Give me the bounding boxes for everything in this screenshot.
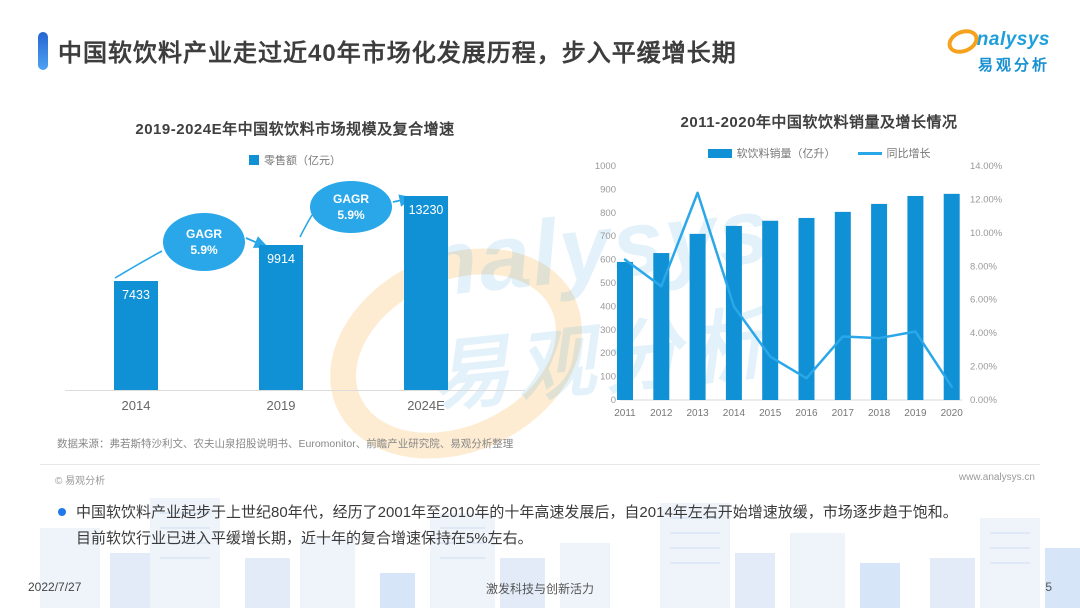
left-axis-tick: 700 xyxy=(600,231,616,242)
analysys-logo: nalysys 易观分析 xyxy=(943,24,1050,75)
retail-legend-swatch xyxy=(249,155,259,165)
right-x-axis-label: 2016 xyxy=(795,408,818,419)
insight-line-2: 目前软饮行业已进入平缓增长期，近十年的复合增速保持在5%左右。 xyxy=(76,530,533,548)
cagr-bubble-2-title: GAGR xyxy=(333,191,369,206)
left-axis-tick: 200 xyxy=(600,348,616,359)
retail-bar-value: 9914 xyxy=(267,252,295,266)
left-axis-tick: 800 xyxy=(600,208,616,219)
right-x-axis-label: 2011 xyxy=(614,408,636,419)
sales-bar-2011 xyxy=(617,261,633,400)
right-x-axis-label: 2020 xyxy=(941,408,964,419)
left-x-axis-label: 2014 xyxy=(121,398,151,413)
right-x-axis-label: 2019 xyxy=(904,408,927,419)
right-axis-tick: 4.00% xyxy=(970,328,997,339)
right-axis-tick: 8.00% xyxy=(970,261,997,272)
left-axis-tick: 500 xyxy=(600,278,616,289)
cagr-bubble-1: GAGR 5.9% xyxy=(163,213,245,271)
right-x-axis-label: 2014 xyxy=(723,408,746,419)
growth-line xyxy=(623,191,953,388)
retail-bar-2024E xyxy=(404,196,448,390)
sales-bar-2013 xyxy=(689,233,706,400)
right-chart-title: 2011-2020年中国软饮料销量及增长情况 xyxy=(680,114,958,131)
right-x-axis-label: 2013 xyxy=(686,408,709,419)
left-axis-tick: 400 xyxy=(600,301,616,312)
cagr-bubble-1-value: 5.9% xyxy=(190,243,218,257)
left-axis-tick: 300 xyxy=(600,325,616,336)
insight-line-1: 中国软饮料产业起步于上世纪80年代，经历了2001年至2010年的十年高速发展后… xyxy=(76,504,958,521)
growth-legend-label: 同比增长 xyxy=(886,148,931,160)
copyright: © 易观分析 xyxy=(55,476,106,487)
left-chart-legend: 零售额（亿元） xyxy=(60,152,530,168)
retail-bar-value: 13230 xyxy=(408,203,444,217)
left-axis-tick: 600 xyxy=(600,255,616,266)
left-axis-tick: 900 xyxy=(600,184,616,195)
sales-legend-label: 软饮料销量（亿升） xyxy=(736,148,836,160)
left-chart-plot: GAGR 5.9% GAGR 5.9% 7433 2014 9914 2019 1323… xyxy=(60,175,530,425)
right-x-axis-label: 2012 xyxy=(650,408,673,419)
growth-legend-swatch xyxy=(857,151,882,155)
page-title: 中国软饮料产业走过近40年市场化发展历程，步入平缓增长期 xyxy=(58,40,737,67)
retail-bar-value: 7433 xyxy=(122,288,150,302)
retail-legend-label: 零售额（亿元） xyxy=(264,155,341,167)
sales-legend-swatch xyxy=(707,148,732,158)
logo-brand-cn: 易观分析 xyxy=(977,57,1050,74)
sales-bar-2015 xyxy=(762,220,779,400)
insight-bullet-block: 中国软饮料产业起步于上世纪80年代，经历了2001年至2010年的十年高速发展后… xyxy=(58,500,1053,553)
cagr-bubble-2-value: 5.9% xyxy=(337,208,365,222)
logo-brand-en: nalysys xyxy=(976,28,1050,50)
right-axis-tick: 12.00% xyxy=(970,194,1003,205)
left-axis-tick: 100 xyxy=(600,372,616,383)
right-chart-plot: 0 100 200 300 400 500 600 700 800 900 1000 0.00% 2.0… xyxy=(595,161,1003,419)
source-note: 数据来源：弗若斯特沙利文、农夫山泉招股说明书、Euromonitor、前瞻产业研… xyxy=(57,438,514,450)
market-size-chart: 2019-2024E年中国软饮料市场规模及复合增速 零售额（亿元） GAGR 5… xyxy=(60,112,530,432)
right-axis-tick: 10.00% xyxy=(970,228,1003,239)
right-axis-tick: 0.00% xyxy=(970,395,997,406)
sales-bar-2017 xyxy=(834,211,851,400)
right-axis-tick: 6.00% xyxy=(970,295,997,306)
sales-bar-2018 xyxy=(871,203,888,400)
sales-bar-2014 xyxy=(725,225,742,400)
retail-bar-2014 xyxy=(114,281,158,390)
left-chart-title: 2019-2024E年中国软饮料市场规模及复合增速 xyxy=(135,121,455,138)
cagr-bubble-2: GAGR 5.9% xyxy=(310,181,392,233)
right-axis-tick: 14.00% xyxy=(970,161,1003,172)
cagr-bubble-1-title: GAGR xyxy=(186,226,222,241)
bullet-icon xyxy=(58,508,66,516)
right-x-axis-label: 2015 xyxy=(759,408,782,419)
left-x-axis-label: 2024E xyxy=(407,398,445,413)
sales-bar-2020 xyxy=(943,193,960,400)
right-axis-tick: 2.00% xyxy=(970,362,997,373)
left-x-axis-label: 2019 xyxy=(266,398,296,413)
sales-bar-2012 xyxy=(653,253,670,400)
right-x-axis-label: 2017 xyxy=(832,408,855,419)
footer-slogan: 激发科技与创新活力 xyxy=(485,582,594,596)
right-chart-legend: 软饮料销量（亿升） 同比增长 xyxy=(578,145,1060,161)
left-chart-baseline xyxy=(65,390,525,391)
title-accent-bar xyxy=(38,32,48,70)
left-axis-tick: 0 xyxy=(611,395,616,406)
left-axis-tick: 1000 xyxy=(595,161,616,172)
sales-bar-2019 xyxy=(907,195,924,400)
divider xyxy=(40,464,1040,465)
sales-growth-chart: 2011-2020年中国软饮料销量及增长情况 软饮料销量（亿升） 同比增长 0 1… xyxy=(578,105,1060,430)
sales-bar-2016 xyxy=(798,217,815,400)
retail-bar-2019 xyxy=(259,245,303,390)
right-x-axis-label: 2018 xyxy=(868,408,891,419)
page-number: 5 xyxy=(1045,580,1052,594)
website-link[interactable]: www.analysys.cn xyxy=(958,472,1035,483)
